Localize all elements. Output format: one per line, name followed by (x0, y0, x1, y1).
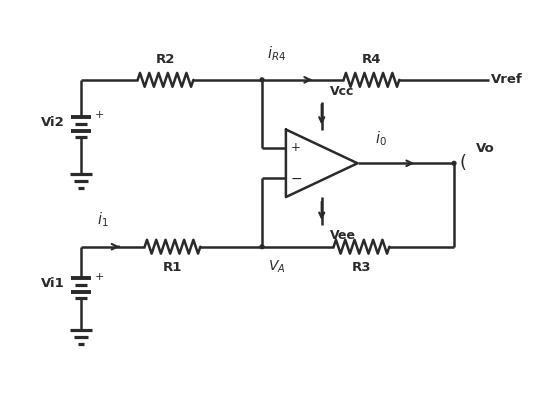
Text: R1: R1 (163, 261, 182, 274)
Text: $i_0$: $i_0$ (376, 130, 387, 148)
Text: $i_1$: $i_1$ (97, 210, 109, 229)
Text: Vi1: Vi1 (41, 277, 65, 290)
Text: R3: R3 (351, 261, 371, 274)
Text: Vo: Vo (476, 142, 495, 155)
Circle shape (260, 78, 264, 82)
Text: Vi2: Vi2 (41, 116, 65, 128)
Circle shape (452, 162, 456, 165)
Text: $V_A$: $V_A$ (268, 258, 286, 275)
Text: $i_{R4}$: $i_{R4}$ (267, 44, 286, 63)
Text: R2: R2 (156, 53, 175, 66)
Text: R4: R4 (362, 53, 381, 66)
Text: −: − (290, 172, 302, 186)
Text: Vref: Vref (491, 73, 523, 86)
Text: Vee: Vee (330, 229, 356, 242)
Text: (: ( (460, 154, 467, 172)
Text: +: + (95, 272, 104, 281)
Text: +: + (95, 110, 104, 120)
Text: Vcc: Vcc (330, 85, 354, 98)
Text: +: + (291, 141, 301, 154)
Circle shape (260, 245, 264, 249)
